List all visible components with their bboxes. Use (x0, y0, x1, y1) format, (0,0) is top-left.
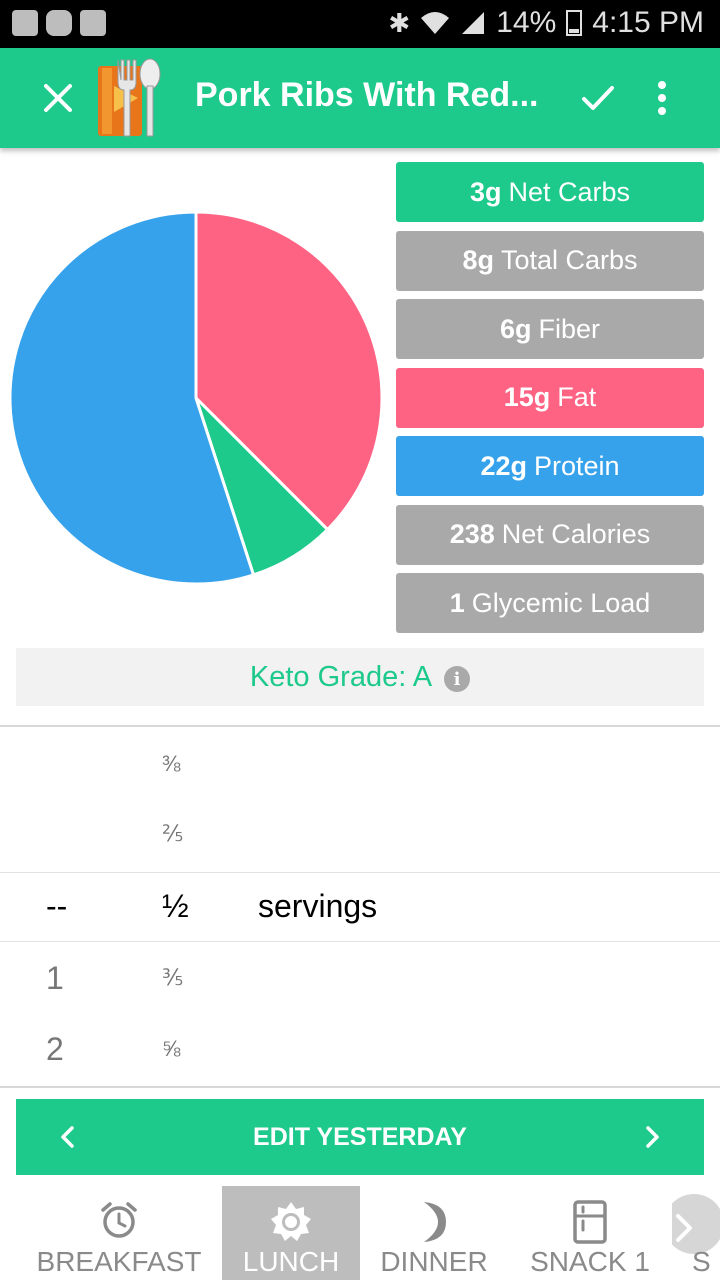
macro-value: 6g (499, 313, 532, 344)
fraction-option[interactable]: ⅜ (162, 751, 181, 776)
tab-label: LUNCH (242, 1246, 340, 1277)
selection-line-top (0, 872, 720, 873)
alarm-clock-icon (101, 1202, 137, 1238)
battery-icon (566, 10, 583, 36)
chevron-right-icon[interactable] (672, 1208, 704, 1248)
wifi-icon (421, 12, 450, 34)
notification-icons (12, 10, 106, 36)
tab-snack-1[interactable]: SNACK 1 (516, 1186, 664, 1280)
pie-slice-fat (194, 210, 384, 532)
whole-option[interactable]: 1 (46, 960, 64, 996)
macro-label: Net Carbs (508, 176, 631, 207)
scroll-tabs-button[interactable] (672, 1194, 720, 1254)
gallery-notification-icon (12, 10, 38, 36)
tab-label: DINNER (380, 1246, 488, 1277)
macro-value: 15g (503, 382, 551, 412)
divider (0, 725, 720, 727)
macro-button-fiber[interactable]: 6g Fiber (396, 299, 704, 359)
edit-yesterday-button[interactable]: EDIT YESTERDAY (253, 1122, 467, 1151)
fraction-option[interactable]: ⅝ (162, 1036, 181, 1061)
tab-label: S (692, 1246, 711, 1277)
macro-label: Total Carbs (500, 245, 638, 275)
macro-button-net-calories[interactable]: 238 Net Calories (396, 504, 704, 565)
whole-selected[interactable]: -- (46, 888, 68, 924)
chevron-left-icon[interactable] (54, 1123, 82, 1151)
check-icon[interactable] (578, 78, 618, 118)
macro-value: 238 (449, 519, 495, 549)
macro-button-total-carbs[interactable]: 8g Total Carbs (396, 230, 704, 291)
tab-breakfast[interactable]: BREAKFAST (28, 1186, 210, 1280)
chevron-right-icon[interactable] (638, 1123, 666, 1151)
system-status: ✱ 14% 4:15 PM (388, 6, 704, 40)
macro-button-net-carbs[interactable]: 3g Net Carbs (396, 162, 704, 222)
clock: 4:15 PM (592, 6, 704, 39)
lunch-logo-icon (98, 58, 161, 137)
moon-icon (424, 1202, 446, 1242)
macro-button-fat[interactable]: 15g Fat (396, 367, 704, 428)
fraction-option[interactable]: ⅖ (162, 821, 184, 846)
macro-label: Glycemic Load (471, 587, 651, 618)
tab-lunch[interactable]: LUNCH (222, 1186, 360, 1280)
tab-snack-2[interactable]: S (672, 1186, 720, 1280)
close-icon[interactable] (38, 78, 78, 118)
fraction-selected[interactable]: ½ (162, 888, 189, 924)
whole-option[interactable]: 2 (46, 1031, 64, 1067)
macro-pie-chart (8, 210, 384, 586)
macro-value: 1 (449, 587, 465, 618)
macro-label: Protein (533, 450, 620, 481)
macro-value: 8g (462, 245, 494, 275)
tab-label: SNACK 1 (530, 1246, 650, 1277)
messenger-notification-icon (46, 10, 72, 36)
unit-selected[interactable]: servings (258, 888, 378, 924)
fraction-option[interactable]: ⅗ (162, 965, 184, 990)
more-vert-icon[interactable] (646, 78, 678, 118)
app-bar: Pork Ribs With Red... (0, 48, 720, 148)
edit-yesterday-bar: EDIT YESTERDAY (16, 1099, 704, 1175)
selection-line-bottom (0, 941, 720, 942)
pie-slice-protein (8, 210, 256, 586)
sun-icon (271, 1202, 311, 1241)
fridge-icon (573, 1200, 607, 1244)
status-bar: ✱ 14% 4:15 PM (0, 0, 720, 48)
video-notification-icon (80, 10, 106, 36)
battery-percent: 14% (496, 6, 557, 39)
macro-label: Fiber (538, 313, 601, 344)
tab-label: BREAKFAST (36, 1246, 202, 1277)
info-icon[interactable]: i (444, 666, 471, 692)
divider (0, 1086, 720, 1088)
page-title: Pork Ribs With Red... (195, 76, 539, 114)
macro-value: 22g (480, 450, 527, 481)
keto-grade-label: Keto Grade: A (249, 660, 433, 693)
macro-label: Fat (557, 382, 597, 412)
macro-value: 3g (469, 176, 502, 207)
tab-dinner[interactable]: DINNER (370, 1186, 498, 1280)
keto-grade-bar[interactable]: Keto Grade: A i (16, 648, 704, 706)
macro-button-protein[interactable]: 22g Protein (396, 436, 704, 496)
signal-icon (462, 12, 485, 34)
bluetooth-icon: ✱ (388, 7, 411, 38)
macro-label: Net Calories (501, 519, 651, 549)
macro-button-glycemic-load[interactable]: 1 Glycemic Load (396, 573, 704, 633)
